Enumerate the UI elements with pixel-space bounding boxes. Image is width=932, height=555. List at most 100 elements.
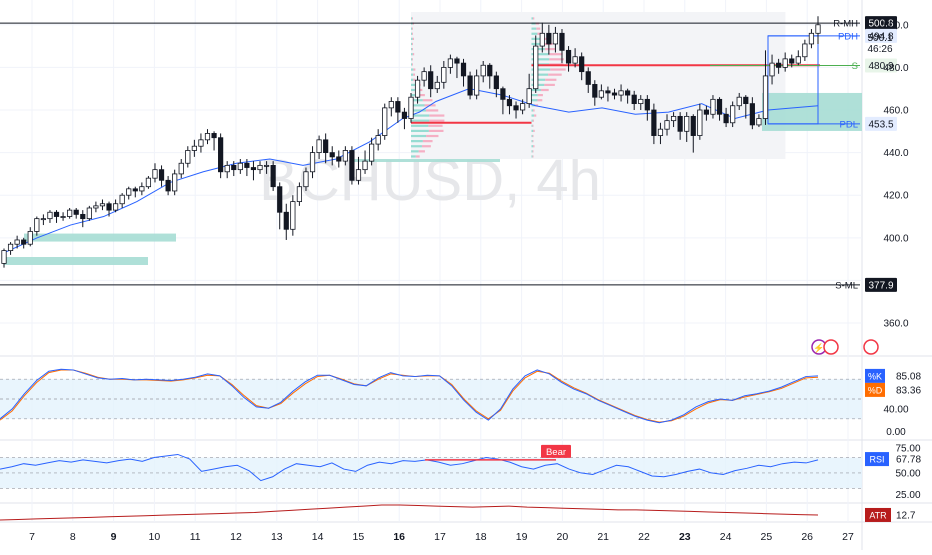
candle-body bbox=[730, 105, 736, 124]
volume-profile-bar bbox=[412, 42, 413, 46]
candle-body bbox=[559, 32, 565, 51]
candle-body bbox=[467, 75, 473, 96]
time-tick: 18 bbox=[475, 531, 487, 543]
candle-body bbox=[513, 105, 519, 111]
candle-body bbox=[86, 207, 92, 220]
demand-zone bbox=[24, 233, 176, 242]
candle-body bbox=[270, 164, 276, 188]
volume-profile-bar bbox=[411, 78, 414, 81]
candle-body bbox=[218, 137, 224, 173]
candle-body bbox=[572, 56, 578, 64]
stoch-d-tag bbox=[865, 382, 885, 397]
candle-body bbox=[231, 164, 237, 171]
volume-profile-bar bbox=[412, 37, 415, 40]
volume-profile-bar bbox=[418, 94, 425, 97]
price-tag bbox=[865, 277, 897, 292]
volume-profile-bar bbox=[422, 99, 433, 102]
volume-profile-bar bbox=[411, 94, 419, 97]
volume-profile-bar bbox=[533, 129, 535, 133]
volume-profile-bar bbox=[544, 47, 556, 51]
volume-profile-bar bbox=[411, 140, 423, 143]
volume-profile-bar bbox=[412, 17, 413, 20]
volume-profile-bar bbox=[412, 27, 413, 30]
volume-profile-bar bbox=[411, 104, 425, 107]
stoch-d-label: %D bbox=[868, 385, 883, 395]
volume-profile-bar bbox=[531, 53, 549, 56]
candle-body bbox=[756, 118, 762, 126]
level-label: R-MH bbox=[833, 19, 858, 30]
volume-profile-bar bbox=[422, 140, 433, 143]
rsi-line bbox=[0, 453, 819, 482]
price-tick: 400.0 bbox=[883, 233, 908, 244]
time-tick: 22 bbox=[638, 531, 650, 543]
candle-body bbox=[152, 169, 158, 179]
candle-body bbox=[27, 231, 33, 245]
volume-profile-bar bbox=[412, 58, 413, 61]
time-tick: 20 bbox=[557, 531, 569, 543]
candle-body bbox=[638, 98, 644, 105]
volume-profile-bar bbox=[531, 109, 534, 112]
candle-body bbox=[198, 139, 204, 147]
flag-icon bbox=[823, 339, 839, 355]
candle-body bbox=[460, 62, 467, 77]
volume-profile-bar bbox=[537, 94, 543, 97]
volume-profile-bar bbox=[531, 99, 538, 102]
volume-profile-bar bbox=[531, 68, 551, 71]
time-tick: 16 bbox=[393, 531, 405, 543]
candle-body bbox=[211, 133, 217, 139]
volume-profile-bar bbox=[531, 94, 538, 97]
time-tick: 13 bbox=[271, 531, 283, 543]
candle-body bbox=[782, 58, 788, 68]
volume-profile-bar bbox=[411, 42, 413, 46]
volume-profile-bar bbox=[537, 99, 543, 102]
candle-body bbox=[283, 211, 289, 230]
candle-body bbox=[677, 115, 683, 132]
volume-profile-bar bbox=[531, 114, 535, 117]
candle-body bbox=[99, 203, 106, 207]
candle-body bbox=[185, 150, 191, 164]
price-tag-text: 500.8 bbox=[868, 19, 893, 30]
volume-profile-bar bbox=[411, 88, 418, 92]
candle-body bbox=[224, 164, 230, 173]
candle-body bbox=[480, 64, 486, 77]
candle-body bbox=[204, 133, 211, 141]
candle-body bbox=[1, 250, 7, 264]
rsi-label: RSI bbox=[869, 455, 884, 465]
candle-body bbox=[401, 111, 408, 119]
time-tick: 25 bbox=[761, 531, 773, 543]
volume-profile-bar bbox=[411, 145, 422, 148]
time-tick: 24 bbox=[720, 531, 732, 543]
price-tag-text: 453.5 bbox=[868, 119, 893, 130]
candle-body bbox=[80, 213, 86, 220]
volume-profile-bar bbox=[549, 58, 564, 61]
stoch-k-tag bbox=[865, 368, 885, 383]
volume-profile-bar bbox=[421, 145, 431, 148]
time-tick: 15 bbox=[353, 531, 365, 543]
stoch-k-label: %K bbox=[868, 371, 882, 381]
candle-body bbox=[710, 98, 716, 115]
demand-zone bbox=[352, 159, 500, 162]
candle-body bbox=[487, 64, 493, 77]
candle-body bbox=[697, 109, 703, 136]
candle-body bbox=[690, 115, 696, 136]
candle-body bbox=[769, 62, 775, 77]
volume-profile-bar bbox=[531, 140, 533, 143]
candle-body bbox=[808, 32, 815, 45]
current-price-text: 500.1 bbox=[867, 33, 892, 44]
candle-body bbox=[126, 188, 132, 196]
candle-body bbox=[500, 88, 506, 100]
candle-body bbox=[802, 43, 808, 58]
candle-body bbox=[34, 218, 40, 232]
volume-profile-bar bbox=[415, 155, 420, 158]
level-label: PDH bbox=[838, 31, 858, 42]
candle-body bbox=[355, 169, 362, 181]
volume-profile-bar bbox=[531, 119, 533, 122]
volume-profile-bar bbox=[411, 17, 413, 20]
candle-body bbox=[716, 98, 723, 115]
candle-body bbox=[618, 90, 624, 96]
volume-profile-bar bbox=[532, 155, 534, 158]
time-tick: 11 bbox=[190, 531, 201, 543]
volume-profile-bar bbox=[531, 42, 544, 46]
volume-profile-bar bbox=[548, 73, 562, 76]
countdown-text: 46:26 bbox=[867, 44, 892, 55]
